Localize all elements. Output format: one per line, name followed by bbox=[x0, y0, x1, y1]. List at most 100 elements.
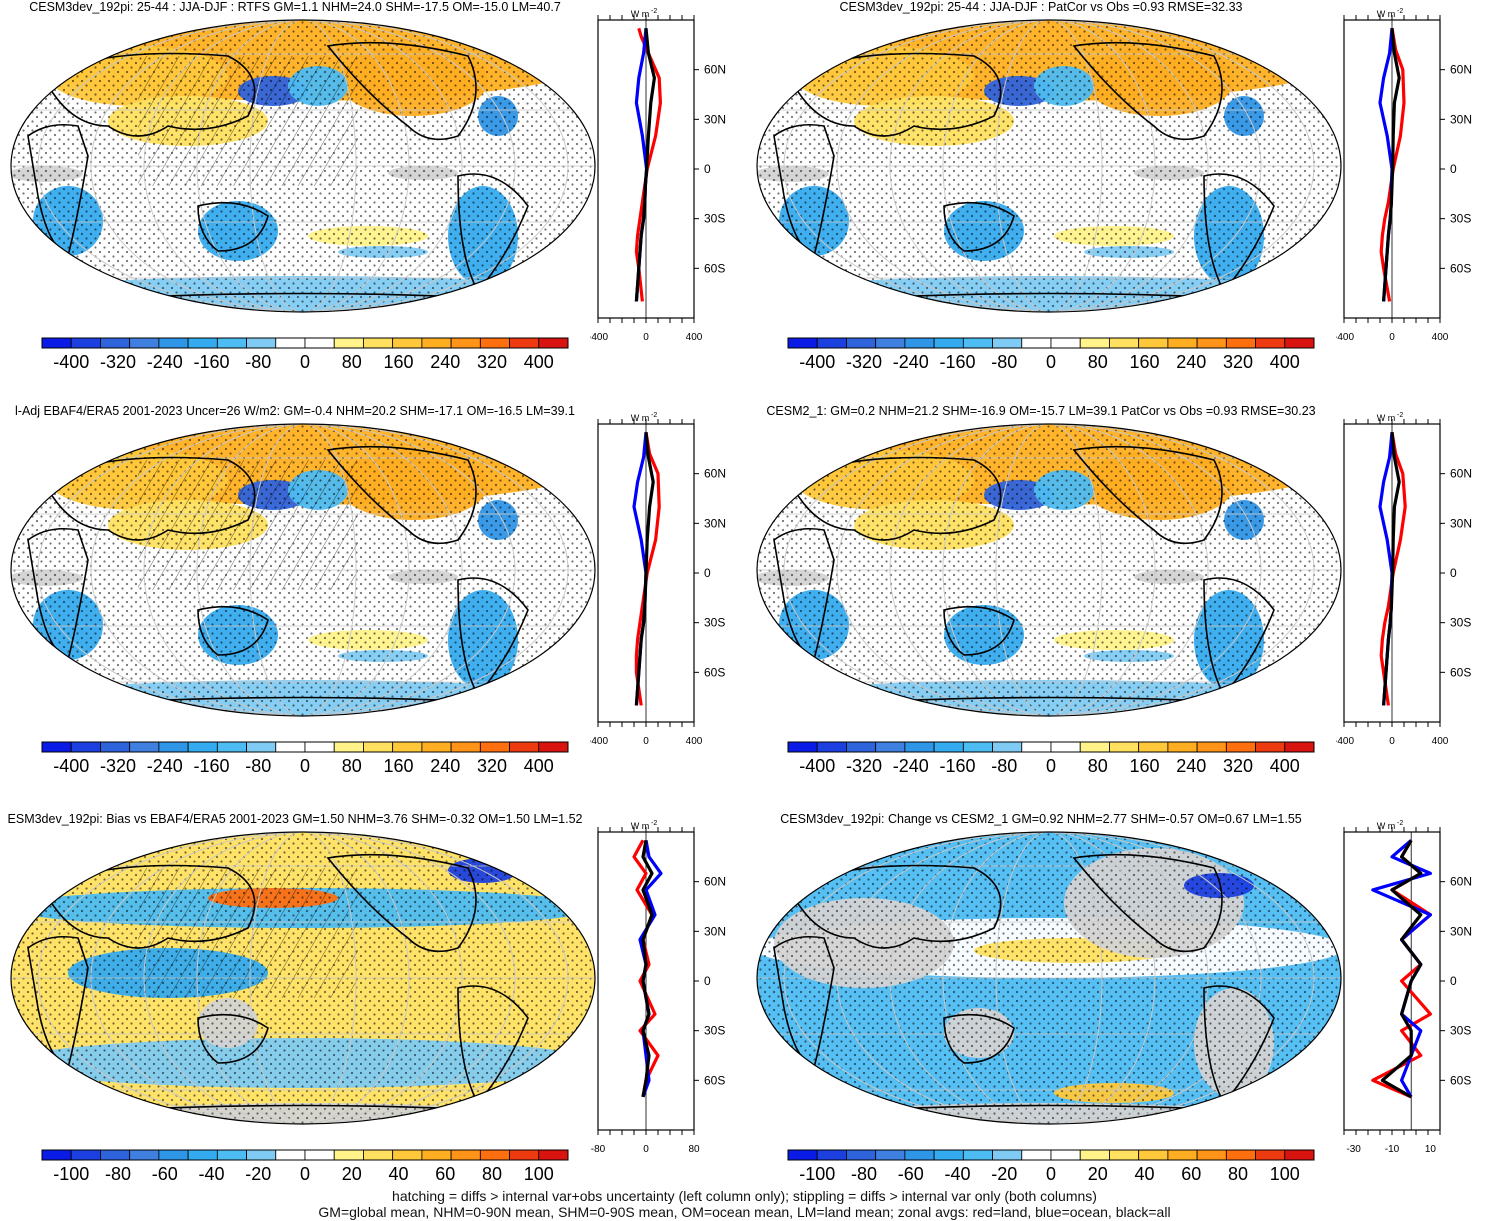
coastline-3 bbox=[1072, 445, 1223, 545]
lat-label: 30S bbox=[1450, 212, 1471, 226]
colorbar-box bbox=[363, 337, 394, 349]
colorbar-box bbox=[216, 1149, 247, 1161]
panel-cesm3-patcor: CESM3dev_192pi: 25-44 : JJA-DJF : PatCor… bbox=[746, 0, 1489, 400]
lat-label: 0 bbox=[704, 566, 711, 580]
colorbar-label: -400 bbox=[53, 352, 89, 372]
zonal-xtick: -30 bbox=[1346, 1144, 1361, 1155]
colorbar-label: 240 bbox=[1176, 352, 1206, 372]
zonal-mean-plot: 60N 30N 0 30S 60S W m-2 -400 0 400 bbox=[1336, 8, 1472, 343]
lat-label: 60S bbox=[1450, 1073, 1471, 1087]
map-cesm3-patcor bbox=[756, 19, 1342, 313]
map-border bbox=[10, 831, 596, 1125]
colorbar-label: 320 bbox=[1223, 756, 1253, 776]
zonal-mean-plot: 60N 30N 0 30S 60S W m-2 -400 0 400 bbox=[590, 8, 726, 343]
coastline-0 bbox=[773, 527, 835, 662]
zonal-xtick: 0 bbox=[1389, 332, 1395, 343]
coastline-4 bbox=[457, 577, 529, 697]
colorbar-box bbox=[1050, 337, 1081, 349]
lat-label: 60S bbox=[1450, 665, 1471, 679]
coastline-4 bbox=[457, 173, 529, 293]
zonal-line-all bbox=[634, 432, 655, 706]
colorbar-box bbox=[1167, 337, 1198, 349]
zonal-units-sup: -2 bbox=[1397, 412, 1403, 419]
colorbar-label: -160 bbox=[939, 756, 975, 776]
map-border bbox=[756, 423, 1342, 717]
colorbar-box bbox=[392, 741, 423, 753]
lat-label: 60N bbox=[704, 467, 726, 481]
colorbar-label: 160 bbox=[1129, 756, 1159, 776]
lat-label: 30S bbox=[704, 616, 725, 630]
coastline-1 bbox=[41, 456, 256, 541]
colorbar-label: -80 bbox=[245, 756, 271, 776]
zonal-xtick: -400 bbox=[590, 736, 608, 747]
colorbar-box bbox=[933, 741, 964, 753]
colorbar-label: 0 bbox=[1046, 756, 1056, 776]
coastline-3 bbox=[1072, 853, 1223, 953]
colorbar-label: 80 bbox=[482, 1164, 502, 1184]
colorbar: -400 -320 -240 -160 -80 0 80 160 240 320 400 bbox=[787, 337, 1315, 372]
zonal-line-land bbox=[632, 839, 660, 1098]
colorbar-label: -160 bbox=[193, 352, 229, 372]
colorbar-box bbox=[129, 1149, 160, 1161]
colorbar-label: 400 bbox=[1270, 352, 1300, 372]
colorbar-label: 100 bbox=[524, 1164, 554, 1184]
lat-label: 30N bbox=[704, 112, 726, 126]
colorbar-box bbox=[158, 741, 189, 753]
colorbar-box bbox=[333, 1149, 364, 1161]
zonal-units: W m bbox=[1377, 9, 1396, 19]
map-border bbox=[756, 831, 1342, 1125]
colorbar-label: 240 bbox=[430, 352, 460, 372]
colorbar-label: -240 bbox=[147, 756, 183, 776]
colorbar-label: 160 bbox=[383, 756, 413, 776]
colorbar-label: 20 bbox=[342, 1164, 362, 1184]
colorbar-label: 240 bbox=[1176, 756, 1206, 776]
colorbar-box bbox=[187, 1149, 218, 1161]
colorbar-box bbox=[1021, 741, 1052, 753]
lat-label: 60S bbox=[704, 261, 725, 275]
colorbar-box bbox=[479, 741, 510, 753]
map-field bbox=[757, 832, 1341, 1124]
colorbar-box bbox=[1196, 741, 1227, 753]
colorbar-box bbox=[333, 337, 364, 349]
colorbar-box bbox=[100, 1149, 131, 1161]
colorbar-box bbox=[846, 1149, 877, 1161]
zonal-axes: 60N 30N 0 30S 60S W m -2 -30 -10 10 bbox=[1343, 820, 1472, 1155]
colorbar-label: -80 bbox=[991, 352, 1017, 372]
lat-label: 0 bbox=[1450, 974, 1457, 988]
hatching bbox=[138, 460, 358, 590]
colorbar-label: -40 bbox=[198, 1164, 224, 1184]
lat-label: 60S bbox=[1450, 261, 1471, 275]
colorbar-box bbox=[275, 741, 306, 753]
zonal-units-sup: -2 bbox=[1397, 820, 1403, 827]
colorbar-label: -320 bbox=[846, 352, 882, 372]
colorbar-box bbox=[1138, 337, 1169, 349]
coastline-1 bbox=[787, 864, 1002, 949]
lat-label: 30S bbox=[704, 212, 725, 226]
colorbar-label: 160 bbox=[1129, 352, 1159, 372]
colorbar-box bbox=[1109, 337, 1140, 349]
zonal-line-all bbox=[1382, 28, 1401, 302]
colorbar-box bbox=[41, 337, 72, 349]
lat-label: 0 bbox=[704, 162, 711, 176]
coastline-1 bbox=[787, 456, 1002, 541]
colorbar-box bbox=[875, 741, 906, 753]
colorbar-box bbox=[509, 1149, 540, 1161]
colorbar-box bbox=[275, 337, 306, 349]
colorbar-label: -400 bbox=[799, 352, 835, 372]
colorbar-label: -240 bbox=[893, 352, 929, 372]
colorbar-box bbox=[875, 337, 906, 349]
zonal-line-all bbox=[641, 839, 654, 1098]
coastline-0 bbox=[773, 935, 835, 1070]
colorbar-label: 320 bbox=[477, 756, 507, 776]
colorbar-box bbox=[875, 1149, 906, 1161]
graticule bbox=[11, 20, 595, 312]
lat-label: 30S bbox=[1450, 1024, 1471, 1038]
footer-line-1: hatching = diffs > internal var+obs unce… bbox=[392, 1188, 1097, 1204]
colorbar-box bbox=[479, 337, 510, 349]
colorbar-box bbox=[1255, 337, 1286, 349]
colorbar-label: 80 bbox=[1088, 352, 1108, 372]
zonal-units-sup: -2 bbox=[651, 412, 657, 419]
colorbar-box bbox=[392, 1149, 423, 1161]
colorbar-label: -60 bbox=[152, 1164, 178, 1184]
map-field bbox=[757, 20, 1341, 312]
